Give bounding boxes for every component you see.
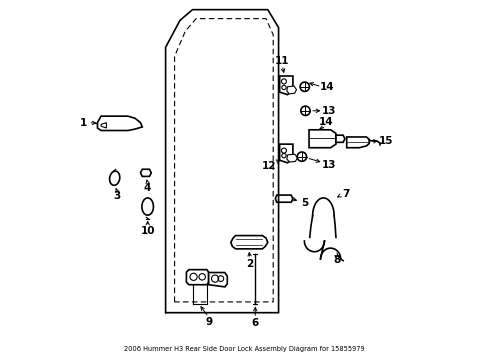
Text: 12: 12 <box>261 161 276 171</box>
Text: 13: 13 <box>321 106 335 116</box>
Text: 2006 Hummer H3 Rear Side Door Lock Assembly Diagram for 15855979: 2006 Hummer H3 Rear Side Door Lock Assem… <box>124 346 364 352</box>
Text: 14: 14 <box>318 117 333 127</box>
Text: 2: 2 <box>246 259 253 269</box>
Polygon shape <box>275 195 292 202</box>
Text: 8: 8 <box>333 255 340 265</box>
Text: 13: 13 <box>321 160 335 170</box>
Polygon shape <box>230 235 267 249</box>
Polygon shape <box>308 130 335 148</box>
Text: 14: 14 <box>319 82 334 92</box>
Polygon shape <box>140 169 151 176</box>
Polygon shape <box>208 273 227 287</box>
Text: 4: 4 <box>143 183 151 193</box>
Polygon shape <box>142 198 153 215</box>
Text: 11: 11 <box>274 56 289 66</box>
Text: 1: 1 <box>80 118 87 128</box>
Polygon shape <box>279 76 292 95</box>
Text: 9: 9 <box>204 317 212 327</box>
Polygon shape <box>335 135 344 142</box>
Text: 15: 15 <box>378 136 393 145</box>
Text: 5: 5 <box>301 198 308 208</box>
Polygon shape <box>286 154 297 162</box>
Polygon shape <box>346 137 368 148</box>
Text: 7: 7 <box>342 189 349 199</box>
Polygon shape <box>286 86 296 94</box>
Text: 10: 10 <box>140 226 155 236</box>
Polygon shape <box>279 144 292 163</box>
Text: 6: 6 <box>251 319 258 328</box>
Text: 3: 3 <box>113 191 121 201</box>
Polygon shape <box>97 116 142 131</box>
Polygon shape <box>186 270 208 285</box>
